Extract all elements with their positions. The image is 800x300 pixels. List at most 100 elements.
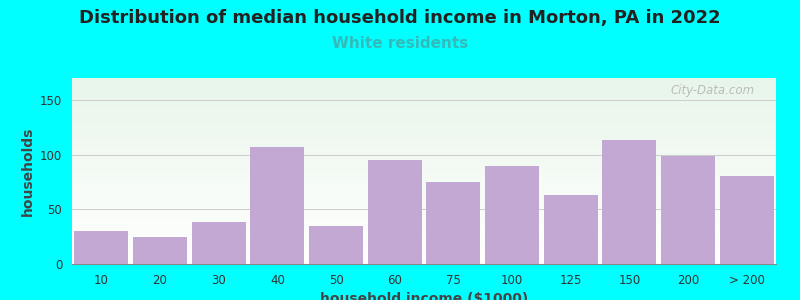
- Bar: [72, 225, 776, 226]
- Bar: [72, 196, 776, 197]
- Bar: [72, 99, 776, 100]
- Bar: [72, 234, 776, 235]
- Bar: [72, 171, 776, 172]
- Bar: [72, 137, 776, 138]
- Bar: [72, 126, 776, 127]
- Bar: [72, 125, 776, 126]
- Bar: [72, 193, 776, 194]
- Bar: [72, 158, 776, 159]
- Bar: [72, 194, 776, 195]
- Bar: [74, 231, 128, 264]
- Bar: [72, 165, 776, 166]
- Bar: [72, 263, 776, 264]
- Bar: [72, 248, 776, 249]
- Bar: [72, 121, 776, 122]
- Bar: [72, 102, 776, 103]
- Bar: [602, 140, 656, 264]
- Bar: [72, 91, 776, 92]
- Bar: [661, 156, 715, 264]
- Bar: [72, 133, 776, 134]
- Bar: [72, 208, 776, 209]
- Bar: [72, 200, 776, 201]
- Bar: [72, 226, 776, 227]
- Bar: [72, 228, 776, 229]
- Bar: [72, 222, 776, 223]
- Bar: [72, 153, 776, 154]
- Bar: [72, 116, 776, 117]
- Bar: [72, 210, 776, 211]
- Bar: [72, 203, 776, 205]
- Bar: [72, 177, 776, 178]
- Bar: [72, 246, 776, 247]
- Bar: [72, 154, 776, 155]
- Bar: [72, 95, 776, 96]
- Bar: [72, 206, 776, 207]
- Bar: [72, 127, 776, 128]
- Bar: [72, 124, 776, 125]
- Bar: [72, 104, 776, 105]
- Bar: [72, 182, 776, 183]
- Bar: [72, 254, 776, 255]
- Bar: [72, 79, 776, 80]
- Bar: [72, 155, 776, 156]
- Bar: [72, 256, 776, 257]
- Bar: [72, 117, 776, 118]
- Bar: [72, 185, 776, 186]
- Bar: [72, 173, 776, 174]
- Bar: [72, 262, 776, 263]
- Bar: [72, 87, 776, 88]
- Bar: [72, 159, 776, 160]
- Bar: [72, 90, 776, 91]
- Bar: [72, 211, 776, 212]
- Bar: [72, 108, 776, 109]
- Bar: [72, 252, 776, 253]
- Bar: [72, 151, 776, 152]
- Bar: [72, 227, 776, 228]
- Bar: [72, 258, 776, 259]
- Bar: [72, 163, 776, 164]
- Bar: [72, 128, 776, 129]
- Bar: [72, 98, 776, 99]
- Bar: [72, 197, 776, 198]
- Bar: [72, 247, 776, 248]
- Bar: [72, 134, 776, 135]
- Bar: [720, 176, 774, 264]
- Bar: [72, 113, 776, 114]
- Bar: [72, 166, 776, 167]
- Bar: [72, 92, 776, 93]
- Y-axis label: households: households: [21, 126, 34, 216]
- Bar: [72, 229, 776, 230]
- Bar: [72, 97, 776, 98]
- Bar: [72, 186, 776, 187]
- Bar: [72, 122, 776, 123]
- Bar: [72, 146, 776, 147]
- Bar: [72, 180, 776, 181]
- Bar: [72, 80, 776, 81]
- Bar: [426, 182, 480, 264]
- Bar: [72, 164, 776, 165]
- Bar: [72, 93, 776, 94]
- Bar: [72, 237, 776, 238]
- Bar: [72, 103, 776, 104]
- Bar: [72, 245, 776, 246]
- Bar: [72, 111, 776, 112]
- Bar: [72, 136, 776, 137]
- Bar: [72, 218, 776, 219]
- Bar: [72, 105, 776, 106]
- Bar: [72, 109, 776, 110]
- Bar: [72, 202, 776, 203]
- Bar: [72, 147, 776, 148]
- Bar: [72, 118, 776, 119]
- Bar: [72, 239, 776, 240]
- Bar: [72, 142, 776, 143]
- Bar: [72, 131, 776, 132]
- Bar: [72, 250, 776, 251]
- Bar: [72, 259, 776, 260]
- Bar: [72, 149, 776, 150]
- Bar: [72, 135, 776, 136]
- Bar: [72, 167, 776, 168]
- Bar: [72, 176, 776, 177]
- Bar: [72, 89, 776, 90]
- Bar: [72, 213, 776, 214]
- Bar: [72, 86, 776, 87]
